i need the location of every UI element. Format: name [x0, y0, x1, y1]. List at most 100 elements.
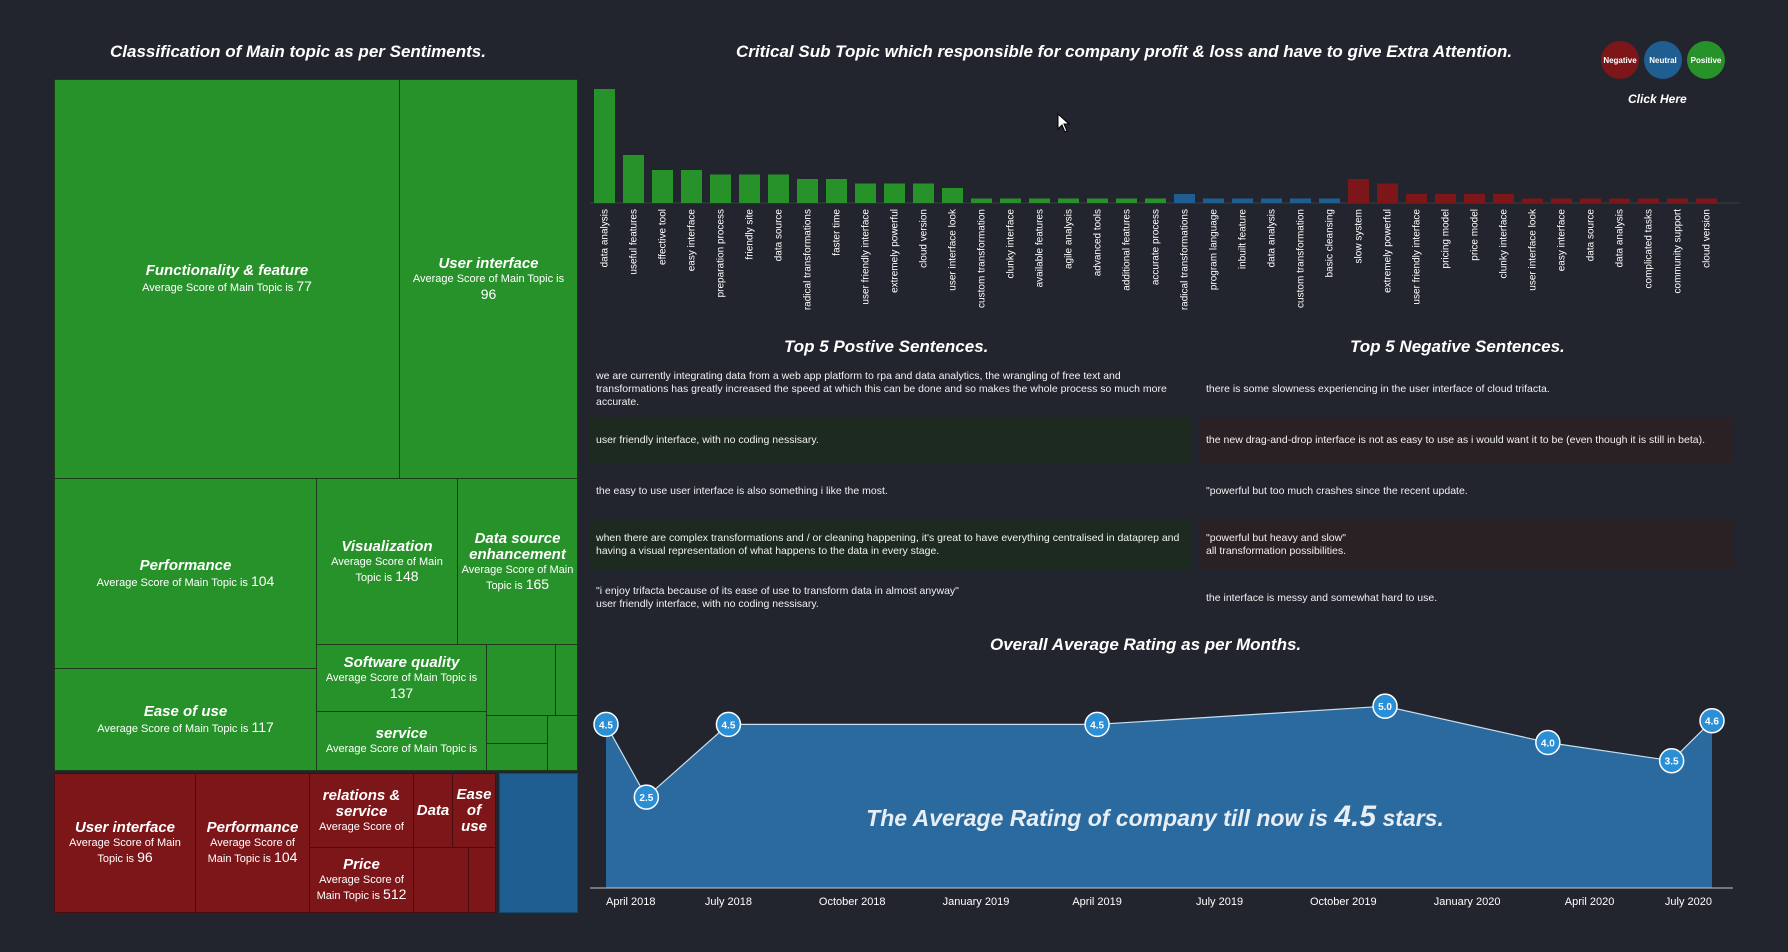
treemap-tile-small[interactable] [555, 644, 578, 716]
treemap-tile-performance[interactable]: Performance Average Score of Main Topic … [54, 478, 317, 669]
bar-negative[interactable] [1435, 194, 1456, 203]
bar-negative[interactable] [1667, 198, 1688, 204]
bar-neutral[interactable] [1261, 198, 1282, 204]
treemap-tile-functionality[interactable]: Functionality & feature Average Score of… [54, 79, 400, 479]
bar-negative[interactable] [1464, 194, 1485, 203]
bar-negative[interactable] [1522, 198, 1543, 204]
treemap-tile-negative-relations-service[interactable]: relations & service Average Score of [309, 773, 414, 848]
bar-positive[interactable] [913, 183, 934, 204]
treemap-tile-small[interactable] [486, 644, 556, 716]
treemap-tile-ease-of-use[interactable]: Ease of use Average Score of Main Topic … [54, 668, 317, 771]
bar-category-label: data analysis [1615, 209, 1626, 267]
bar-negative[interactable] [1696, 198, 1717, 204]
sub-topic-bar-chart: data analysis useful features effective to… [590, 89, 1740, 310]
bar-category-label: data source [1586, 209, 1597, 262]
rating-line [605, 705, 1713, 799]
positive-filter-button[interactable]: Positive [1687, 41, 1725, 79]
treemap-tile-neutral[interactable] [499, 773, 578, 913]
positive-sentence: the easy to use user interface is also s… [596, 484, 888, 497]
rating-point[interactable] [1372, 693, 1398, 719]
bar-positive[interactable] [884, 183, 905, 204]
bar-category-label: extremely powerful [890, 209, 901, 293]
bar-neutral[interactable] [1290, 198, 1311, 204]
treemap-tile-user-interface[interactable]: User interface Average Score of Main Top… [399, 79, 578, 479]
treemap-tile-negative-price[interactable]: Price Average Score of Main Topic is 512 [309, 847, 414, 913]
bar-category-label: program language [1209, 209, 1220, 291]
treemap-tile-small[interactable] [486, 715, 548, 744]
rating-point[interactable] [593, 711, 619, 738]
rating-point-label: 4.5 [721, 720, 735, 731]
bar-category-label: advanced tools [1093, 209, 1104, 276]
bar-category-label: easy interface [687, 209, 698, 272]
treemap-tile-small[interactable] [413, 847, 469, 913]
negative-sentence: the interface is messy and somewhat hard… [1206, 591, 1438, 604]
bar-category-label: available features [1035, 209, 1046, 287]
bar-positive[interactable] [768, 174, 789, 204]
bar-negative[interactable] [1551, 198, 1572, 204]
bar-positive[interactable] [942, 188, 963, 203]
bar-chart-title: Critical Sub Topic which responsible for… [736, 42, 1513, 61]
bar-positive[interactable] [623, 155, 644, 203]
neutral-filter-button[interactable]: Neutral [1644, 41, 1682, 79]
treemap-tile-negative-user-interface[interactable]: User interface Average Score of Main Top… [54, 773, 196, 913]
negative-filter-button[interactable]: Negative [1601, 41, 1639, 79]
bar-positive[interactable] [1087, 198, 1108, 204]
mouse-cursor-icon [1057, 113, 1071, 133]
treemap-tile-negative-performance[interactable]: Performance Average Score of Main Topic … [195, 773, 310, 913]
bar-negative[interactable] [1406, 194, 1427, 203]
rating-point[interactable] [633, 784, 660, 810]
bar-positive[interactable] [971, 198, 992, 204]
bar-neutral[interactable] [1232, 198, 1253, 204]
x-tick-label: January 2019 [943, 896, 1010, 908]
bar-category-label: clunky interface [1006, 209, 1017, 279]
treemap-tile-service[interactable]: service Average Score of Main Topic is [316, 711, 487, 771]
rating-area-chart: April 2018 July 2018 October 2018 January 2… [590, 693, 1733, 908]
treemap-tile-data-source[interactable]: Data source enhancement Average Score of… [457, 478, 578, 645]
bar-positive[interactable] [1145, 198, 1166, 204]
bar-negative[interactable] [1377, 183, 1398, 204]
rating-point-label: 4.0 [1541, 739, 1555, 750]
treemap-tile-small[interactable] [547, 715, 578, 771]
bar-neutral[interactable] [1319, 198, 1340, 204]
x-tick-label: July 2020 [1665, 896, 1712, 908]
bar-positive[interactable] [855, 183, 876, 204]
treemap-tile-small[interactable] [468, 847, 496, 913]
bar-negative[interactable] [1609, 198, 1630, 204]
click-here-label: Click Here [1628, 92, 1687, 106]
treemap-tile-negative-ease-of-use[interactable]: Ease of use [452, 773, 496, 848]
bar-positive[interactable] [826, 179, 847, 203]
negative-sentence: "powerful but too much crashes since the… [1206, 484, 1468, 497]
x-tick-label: April 2019 [1072, 896, 1122, 908]
bar-category-label: user interface look [948, 208, 959, 291]
bar-neutral[interactable] [1174, 194, 1195, 203]
bar-positive[interactable] [681, 170, 702, 203]
bar-positive[interactable] [1000, 198, 1021, 204]
bar-positive[interactable] [1116, 198, 1137, 204]
rating-point[interactable] [1699, 707, 1725, 734]
bar-category-label: data source [774, 209, 785, 262]
bar-positive[interactable] [1029, 198, 1050, 204]
bar-positive[interactable] [710, 174, 731, 204]
bar-positive[interactable] [652, 170, 673, 203]
rating-point[interactable] [1658, 747, 1685, 774]
treemap-tile-small[interactable] [486, 743, 548, 771]
rating-point[interactable] [1084, 711, 1110, 738]
bar-category-label: radical transformations [1180, 209, 1191, 310]
bar-positive[interactable] [797, 179, 818, 203]
bar-negative[interactable] [1638, 198, 1659, 204]
treemap-tile-software-quality[interactable]: Software quality Average Score of Main T… [316, 644, 487, 712]
bar-positive[interactable] [594, 89, 615, 203]
bar-positive[interactable] [1058, 198, 1079, 204]
bar-negative[interactable] [1580, 198, 1601, 204]
rating-point[interactable] [715, 711, 742, 738]
bar-neutral[interactable] [1203, 198, 1224, 204]
bar-negative[interactable] [1493, 194, 1514, 203]
negative-sentence: there is some slowness experiencing in t… [1206, 382, 1550, 395]
bar-category-label: data analysis [600, 209, 611, 267]
treemap-tile-negative-data[interactable]: Data [413, 773, 453, 848]
bar-negative[interactable] [1348, 179, 1369, 203]
treemap-tile-visualization[interactable]: Visualization Average Score of Main Topi… [316, 478, 458, 645]
rating-point[interactable] [1535, 729, 1561, 756]
bar-positive[interactable] [739, 174, 760, 204]
rating-point-label: 4.5 [599, 720, 613, 731]
